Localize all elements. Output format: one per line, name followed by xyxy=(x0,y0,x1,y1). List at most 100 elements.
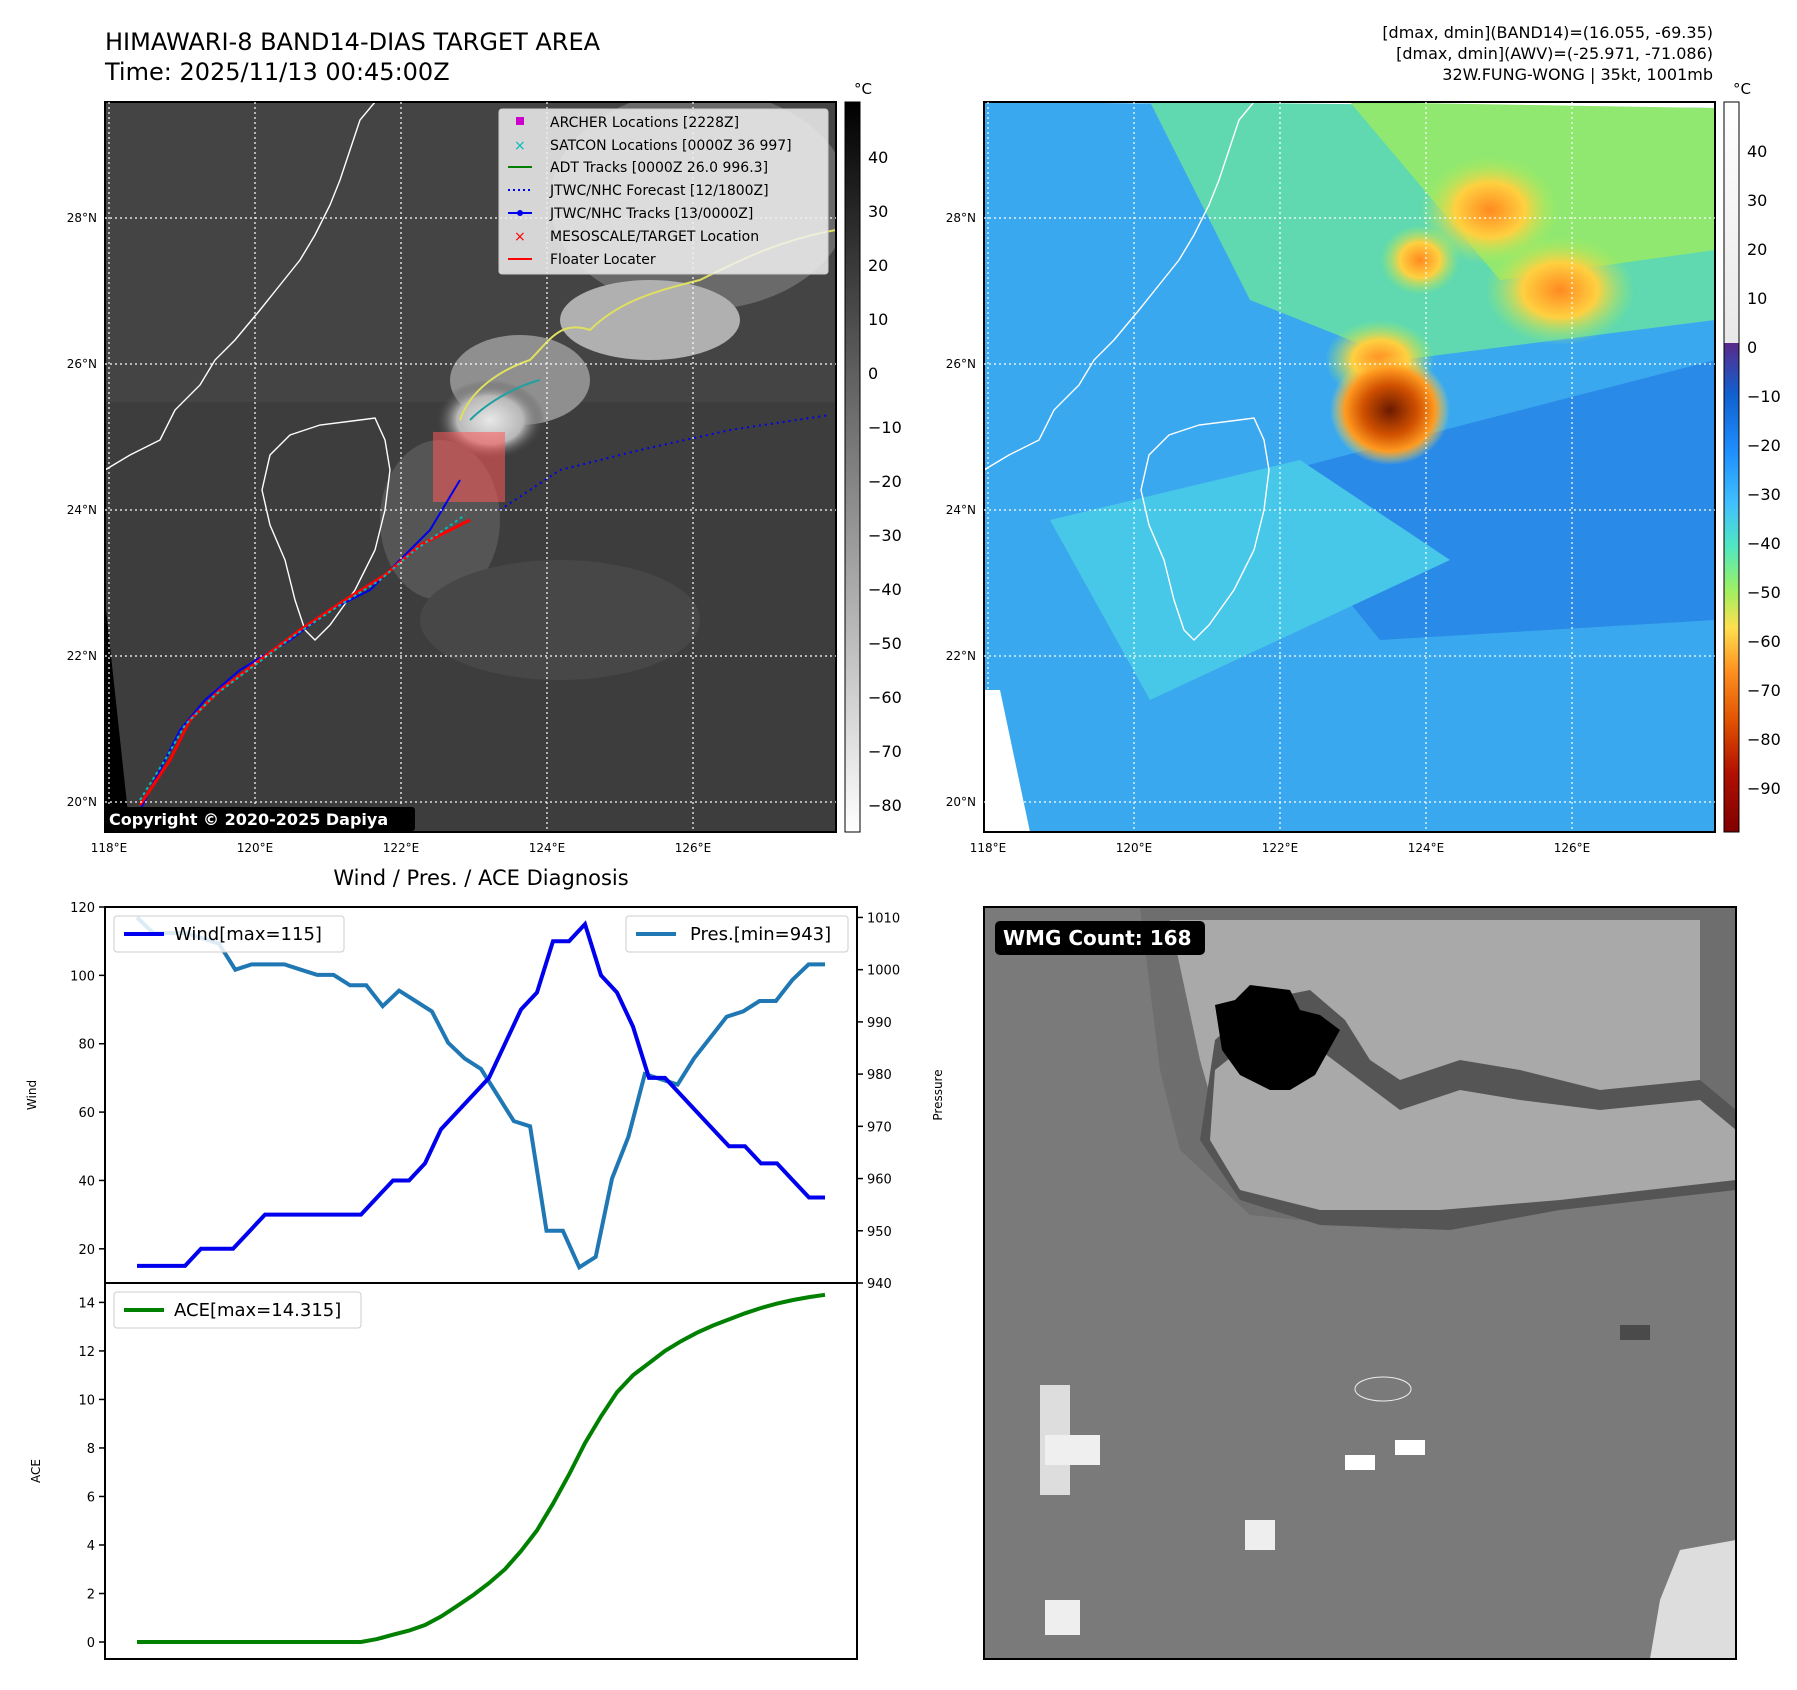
left-lat-labels: 28°N 26°N 24°N 22°N 20°N xyxy=(67,211,97,809)
right-lon-labels: 118°E 120°E 122°E 124°E 126°E xyxy=(970,841,1591,855)
ace-y-ticks: 0 2 4 6 8 10 12 14 xyxy=(78,1296,105,1651)
wind-tick-label: 100 xyxy=(70,969,95,984)
jtwc-forecast-track xyxy=(499,414,831,511)
china-coastline-right xyxy=(984,102,1255,471)
svg-text:−60: −60 xyxy=(1747,632,1781,651)
svg-text:20°N: 20°N xyxy=(946,795,976,809)
chart-title: Wind / Pres. / ACE Diagnosis xyxy=(333,866,628,890)
pressure-legend: Pres.[min=943] xyxy=(625,915,849,953)
right-lat-labels: 28°N 26°N 24°N 22°N 20°N xyxy=(946,211,976,809)
ace-legend-label: ACE[max=14.315] xyxy=(174,1300,341,1321)
left-map-legend: ARCHER Locations [2228Z] × SATCON Locati… xyxy=(498,108,829,275)
wind-tick-label: 120 xyxy=(70,901,95,916)
svg-text:24°N: 24°N xyxy=(946,503,976,517)
left-colorbar-unit: °C xyxy=(854,80,872,98)
ace-tick-label: 10 xyxy=(78,1393,95,1408)
svg-text:−70: −70 xyxy=(1747,681,1781,700)
right-map-gridlines xyxy=(984,102,1715,832)
right-colorbar-ticks: 40 30 20 10 0 −10 −20 −30 −40 −50 −60 −7… xyxy=(1747,142,1781,798)
right-colorbar xyxy=(1723,101,1740,833)
svg-text:124°E: 124°E xyxy=(1408,841,1445,855)
svg-text:10: 10 xyxy=(868,310,888,329)
svg-text:−60: −60 xyxy=(868,688,902,707)
svg-text:−50: −50 xyxy=(868,634,902,653)
svg-text:28°N: 28°N xyxy=(67,211,97,225)
legend-tracks: JTWC/NHC Tracks [13/0000Z] xyxy=(549,206,753,222)
right-colorbar-unit: °C xyxy=(1733,80,1751,98)
wind-legend-label: Wind[max=115] xyxy=(174,924,322,945)
left-map-panel: ARCHER Locations [2228Z] × SATCON Locati… xyxy=(67,80,902,855)
svg-text:120°E: 120°E xyxy=(1116,841,1153,855)
ace-tick-label: 12 xyxy=(78,1345,95,1360)
copyright-label: Copyright © 2020-2025 Dapiya xyxy=(109,810,388,829)
storm-core xyxy=(1330,355,1450,465)
left-map-gridlines xyxy=(105,102,836,832)
svg-text:22°N: 22°N xyxy=(946,649,976,663)
wmg-cold-core xyxy=(1215,985,1340,1090)
svg-text:40: 40 xyxy=(1747,142,1767,161)
svg-text:22°N: 22°N xyxy=(67,649,97,663)
svg-text:−80: −80 xyxy=(868,796,902,815)
target-marker-icon: × xyxy=(514,229,526,245)
wind-axis-label: Wind xyxy=(25,1080,39,1110)
ace-legend: ACE[max=14.315] xyxy=(113,1291,362,1329)
svg-text:28°N: 28°N xyxy=(946,211,976,225)
svg-text:124°E: 124°E xyxy=(529,841,566,855)
wmg-count-badge xyxy=(995,921,1205,955)
svg-text:−70: −70 xyxy=(868,742,902,761)
svg-text:118°E: 118°E xyxy=(91,841,128,855)
svg-text:122°E: 122°E xyxy=(383,841,420,855)
info-awv: [dmax, dmin](AWV)=(-25.971, -71.086) xyxy=(1396,44,1713,63)
svg-text:−90: −90 xyxy=(1747,779,1781,798)
pressure-y-ticks: 940 950 960 970 980 990 1000 1010 xyxy=(857,911,900,1292)
pressure-tick-label: 980 xyxy=(867,1068,892,1083)
figure-time: Time: 2025/11/13 00:45:00Z xyxy=(104,58,450,86)
ace-axis-label: ACE xyxy=(29,1459,43,1483)
wind-legend: Wind[max=115] xyxy=(113,915,345,953)
legend-adt: ADT Tracks [0000Z 26.0 996.3] xyxy=(550,160,768,176)
svg-text:30: 30 xyxy=(1747,191,1767,210)
svg-text:−80: −80 xyxy=(1747,730,1781,749)
left-colorbar xyxy=(844,101,861,833)
pressure-tick-label: 1000 xyxy=(867,964,900,979)
svg-text:−20: −20 xyxy=(868,472,902,491)
wind-tick-label: 40 xyxy=(78,1174,95,1189)
legend-floater: Floater Locater xyxy=(550,252,656,268)
svg-text:126°E: 126°E xyxy=(1554,841,1591,855)
left-lon-labels: 118°E 120°E 122°E 124°E 126°E xyxy=(91,841,712,855)
info-storm: 32W.FUNG-WONG | 35kt, 1001mb xyxy=(1442,65,1713,84)
ace-tick-label: 8 xyxy=(87,1442,95,1457)
ace-axes xyxy=(104,1282,858,1660)
pressure-axis-label: Pressure xyxy=(931,1069,945,1120)
pressure-tick-label: 1010 xyxy=(867,911,900,926)
wind-tick-label: 80 xyxy=(78,1038,95,1053)
diagnosis-charts: Wind / Pres. / ACE Diagnosis Wind Pressu… xyxy=(25,866,945,1660)
right-map-imagery xyxy=(984,102,1715,832)
archer-marker-icon xyxy=(516,117,524,125)
svg-text:26°N: 26°N xyxy=(67,357,97,371)
svg-text:−10: −10 xyxy=(1747,387,1781,406)
svg-text:−40: −40 xyxy=(1747,534,1781,553)
satcon-marker-icon: × xyxy=(514,138,526,154)
svg-text:126°E: 126°E xyxy=(675,841,712,855)
wind-tick-label: 60 xyxy=(78,1106,95,1121)
svg-text:26°N: 26°N xyxy=(946,357,976,371)
pressure-series-line xyxy=(135,915,825,1271)
china-coastline xyxy=(105,102,376,471)
svg-text:20: 20 xyxy=(1747,240,1767,259)
svg-text:−40: −40 xyxy=(868,580,902,599)
svg-text:40: 40 xyxy=(868,148,888,167)
svg-text:120°E: 120°E xyxy=(237,841,274,855)
wind-y-ticks: 20 40 60 80 100 120 xyxy=(70,901,105,1258)
svg-text:0: 0 xyxy=(868,364,878,383)
pressure-tick-label: 970 xyxy=(867,1120,892,1135)
wmg-panel: WMG Count: 168 xyxy=(983,906,1737,1660)
pressure-tick-label: 950 xyxy=(867,1225,892,1240)
figure-title: HIMAWARI-8 BAND14-DIAS TARGET AREA xyxy=(105,28,601,56)
taiwan-outline-right xyxy=(1140,417,1270,641)
svg-text:20°N: 20°N xyxy=(67,795,97,809)
svg-text:−30: −30 xyxy=(1747,485,1781,504)
svg-text:10: 10 xyxy=(1747,289,1767,308)
mesoscale-target-box xyxy=(433,432,505,502)
wind-series-line xyxy=(137,920,825,1268)
